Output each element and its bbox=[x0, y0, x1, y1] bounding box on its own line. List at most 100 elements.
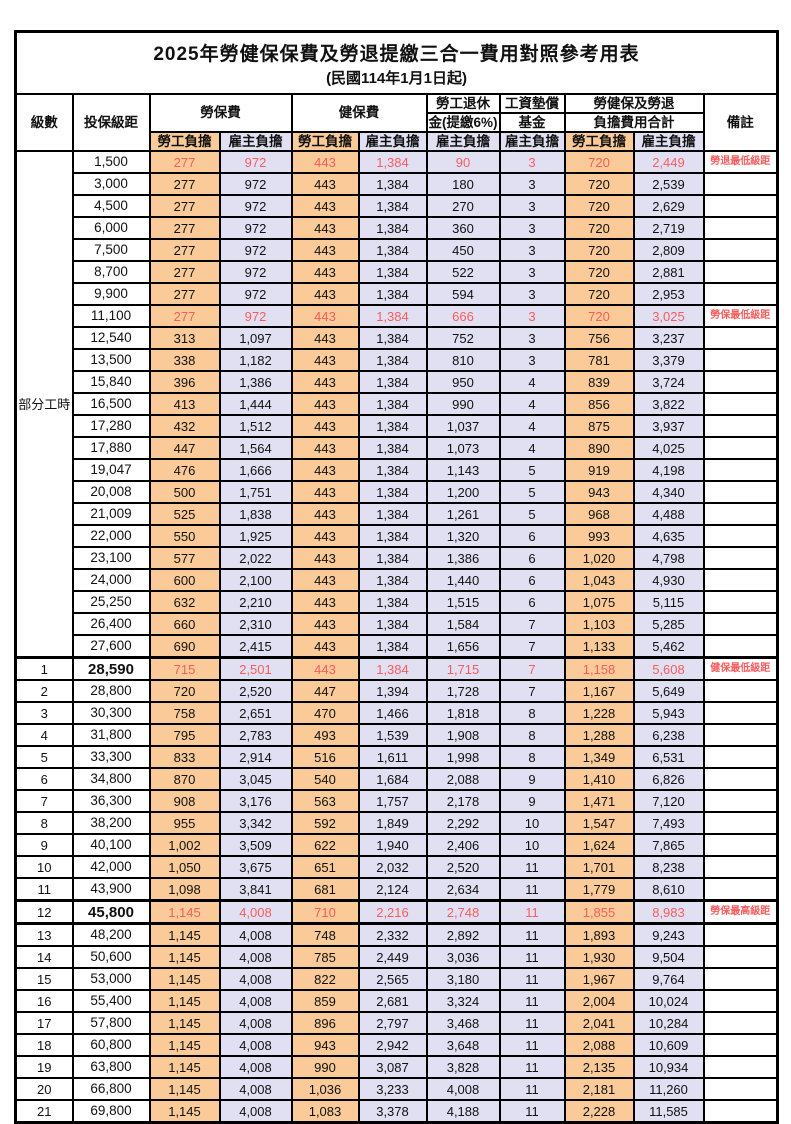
table-row: 17,880 447 1,564 443 1,384 1,073 4 890 4,025 bbox=[16, 436, 779, 460]
table-row: 7 36,300 908 3,176 563 1,757 2,178 9 1,471 7,120 bbox=[14, 789, 779, 813]
labor-employer-cell: 972 bbox=[218, 304, 293, 328]
remark-cell bbox=[702, 877, 779, 902]
bracket-cell: 33,300 bbox=[71, 745, 151, 769]
labor-employer-cell: 1,925 bbox=[218, 524, 293, 548]
labor-employer-cell: 1,666 bbox=[218, 458, 293, 482]
wage-fund-cell: 11 bbox=[498, 1055, 566, 1079]
wage-fund-cell: 8 bbox=[498, 701, 566, 725]
labor-employer-cell: 2,022 bbox=[218, 546, 293, 570]
bracket-cell: 69,800 bbox=[71, 1099, 151, 1124]
level-cell: 7 bbox=[14, 789, 74, 813]
total-worker-cell: 1,288 bbox=[563, 723, 635, 747]
health-worker-cell: 443 bbox=[290, 238, 360, 262]
subheader-labor-worker: 勞工負擔 bbox=[148, 131, 221, 152]
health-employer-cell: 3,378 bbox=[357, 1099, 428, 1124]
labor-employer-cell: 1,751 bbox=[218, 480, 293, 504]
total-employer-cell: 5,608 bbox=[632, 656, 705, 681]
remark-cell bbox=[702, 855, 779, 879]
table-row: 21,009 525 1,838 443 1,384 1,261 5 968 4,488 bbox=[16, 502, 779, 526]
remark-cell bbox=[702, 701, 779, 725]
labor-employer-cell: 3,675 bbox=[218, 855, 293, 879]
pension-employer-cell: 1,143 bbox=[425, 458, 501, 482]
bracket-cell: 27,600 bbox=[71, 634, 151, 659]
table-row: 26,400 660 2,310 443 1,384 1,584 7 1,103 5,285 bbox=[16, 612, 779, 636]
table-row: 12,540 313 1,097 443 1,384 752 3 756 3,237 bbox=[16, 326, 779, 350]
labor-employer-cell: 2,501 bbox=[218, 656, 293, 681]
remark-cell bbox=[702, 811, 779, 835]
total-employer-cell: 5,285 bbox=[632, 612, 705, 636]
total-worker-cell: 875 bbox=[563, 414, 635, 438]
bracket-cell: 16,500 bbox=[71, 392, 151, 416]
labor-worker-cell: 1,050 bbox=[148, 855, 221, 879]
table-row: 17,280 432 1,512 443 1,384 1,037 4 875 3,937 bbox=[16, 414, 779, 438]
wage-fund-cell: 3 bbox=[498, 216, 566, 240]
total-employer-cell: 8,238 bbox=[632, 855, 705, 879]
total-employer-cell: 5,649 bbox=[632, 679, 705, 703]
total-employer-cell: 6,531 bbox=[632, 745, 705, 769]
wage-fund-cell: 11 bbox=[498, 1011, 566, 1035]
table-row: 17 57,800 1,145 4,008 896 2,797 3,468 11 2,041 10… bbox=[14, 1011, 779, 1035]
total-employer-cell: 2,809 bbox=[632, 238, 705, 262]
labor-worker-cell: 1,145 bbox=[148, 1011, 221, 1035]
wage-fund-cell: 7 bbox=[498, 634, 566, 659]
col-header-health-fee: 健保費 bbox=[290, 93, 428, 133]
total-employer-cell: 7,865 bbox=[632, 833, 705, 857]
pension-employer-cell: 2,292 bbox=[425, 811, 501, 835]
wage-fund-cell: 11 bbox=[498, 1033, 566, 1057]
remark-cell bbox=[702, 568, 779, 592]
pension-employer-cell: 1,261 bbox=[425, 502, 501, 526]
level-cell: 19 bbox=[14, 1055, 74, 1079]
pension-employer-cell: 360 bbox=[425, 216, 501, 240]
bracket-cell: 66,800 bbox=[71, 1077, 151, 1101]
level-cell: 11 bbox=[14, 877, 74, 902]
labor-employer-cell: 4,008 bbox=[218, 922, 293, 947]
labor-worker-cell: 632 bbox=[148, 590, 221, 614]
total-employer-cell: 4,798 bbox=[632, 546, 705, 570]
remark-cell bbox=[702, 1077, 779, 1101]
labor-employer-cell: 3,342 bbox=[218, 811, 293, 835]
pension-employer-cell: 2,892 bbox=[425, 922, 501, 947]
total-worker-cell: 720 bbox=[563, 194, 635, 218]
total-worker-cell: 1,779 bbox=[563, 877, 635, 902]
bracket-cell: 25,250 bbox=[71, 590, 151, 614]
bracket-cell: 13,500 bbox=[71, 348, 151, 372]
level-cell: 2 bbox=[14, 679, 74, 703]
level-cell: 5 bbox=[14, 745, 74, 769]
table-row: 27,600 690 2,415 443 1,384 1,656 7 1,133 5,462 bbox=[16, 634, 779, 659]
labor-employer-cell: 2,914 bbox=[218, 745, 293, 769]
health-employer-cell: 1,384 bbox=[357, 524, 428, 548]
labor-worker-cell: 908 bbox=[148, 789, 221, 813]
labor-worker-cell: 758 bbox=[148, 701, 221, 725]
health-worker-cell: 443 bbox=[290, 282, 360, 306]
labor-worker-cell: 1,145 bbox=[148, 1033, 221, 1057]
remark-cell bbox=[702, 172, 779, 196]
wage-fund-cell: 5 bbox=[498, 502, 566, 526]
wage-fund-cell: 10 bbox=[498, 811, 566, 835]
col-header-pension-line2: 金(提繳6%) bbox=[425, 112, 501, 133]
labor-employer-cell: 972 bbox=[218, 238, 293, 262]
health-employer-cell: 2,797 bbox=[357, 1011, 428, 1035]
table-row: 14 50,600 1,145 4,008 785 2,449 3,036 11 1,930 9,… bbox=[14, 945, 779, 969]
labor-worker-cell: 277 bbox=[148, 194, 221, 218]
total-employer-cell: 10,609 bbox=[632, 1033, 705, 1057]
total-employer-cell: 2,539 bbox=[632, 172, 705, 196]
remark-cell bbox=[702, 524, 779, 548]
labor-employer-cell: 3,176 bbox=[218, 789, 293, 813]
labor-employer-cell: 4,008 bbox=[218, 989, 293, 1013]
table-row: 11,100 277 972 443 1,384 666 3 720 3,025 勞保最低級距 bbox=[16, 304, 779, 328]
health-worker-cell: 443 bbox=[290, 634, 360, 659]
total-employer-cell: 7,120 bbox=[632, 789, 705, 813]
remark-cell: 勞保最高級距 bbox=[702, 899, 779, 925]
pension-employer-cell: 2,178 bbox=[425, 789, 501, 813]
health-worker-cell: 443 bbox=[290, 458, 360, 482]
remark-cell bbox=[702, 767, 779, 791]
pension-employer-cell: 666 bbox=[425, 304, 501, 328]
pension-employer-cell: 3,324 bbox=[425, 989, 501, 1013]
pension-employer-cell: 1,656 bbox=[425, 634, 501, 659]
level-cell: 13 bbox=[14, 922, 74, 947]
pension-employer-cell: 950 bbox=[425, 370, 501, 394]
remark-cell bbox=[702, 679, 779, 703]
health-worker-cell: 443 bbox=[290, 304, 360, 328]
wage-fund-cell: 7 bbox=[498, 656, 566, 681]
health-employer-cell: 1,384 bbox=[357, 436, 428, 460]
